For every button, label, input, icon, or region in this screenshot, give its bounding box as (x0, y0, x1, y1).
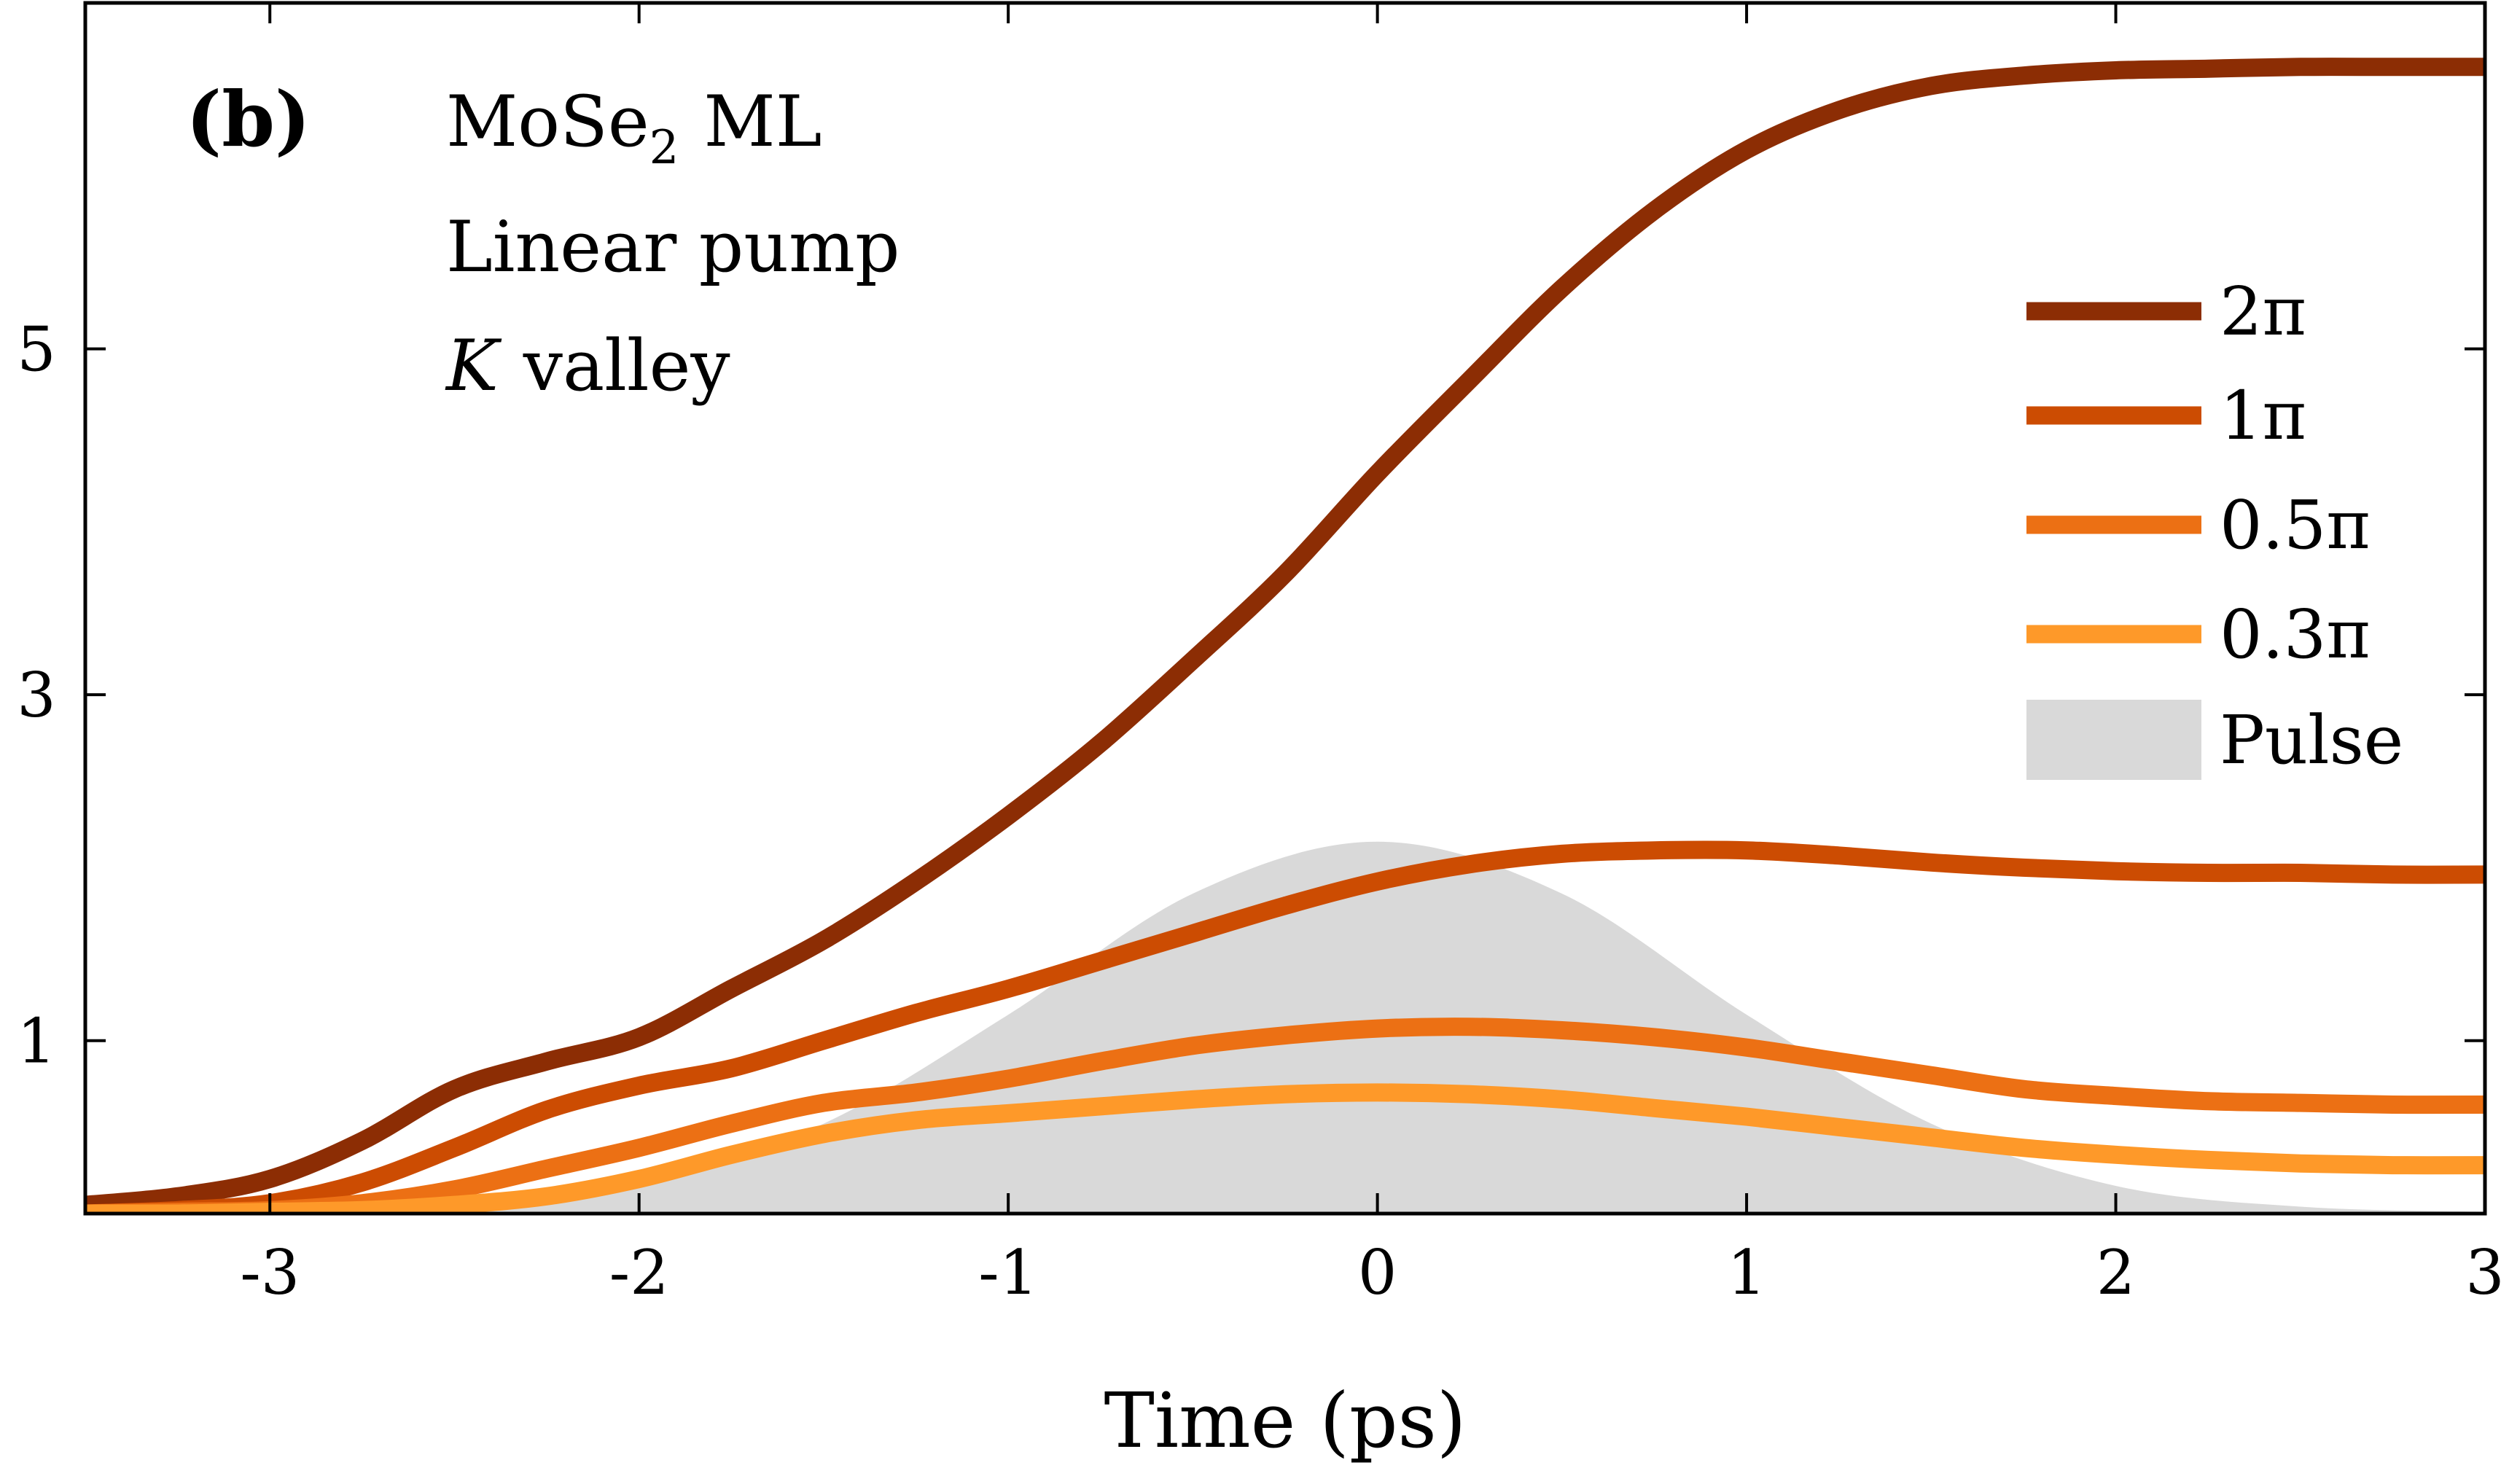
x-axis-title: Time (ps) (1104, 1376, 1467, 1465)
legend-label-0: 2π (2220, 273, 2306, 351)
annotation-valley-italic: K (445, 325, 502, 407)
x-tick-label: -3 (240, 1237, 300, 1308)
annotation-material-subscript: 2 (649, 121, 679, 175)
panel-label: (b) (186, 74, 311, 164)
legend-label-2: 0.5π (2220, 486, 2371, 564)
annotation-material: MoSe2 ML (446, 81, 822, 175)
x-tick-label: 0 (1358, 1237, 1397, 1308)
x-tick-label: -2 (609, 1237, 669, 1308)
x-tick-label: -1 (978, 1237, 1038, 1308)
annotation-pump: Linear pump (446, 206, 900, 288)
plot-frame (83, 1, 2487, 1216)
legend-label-1: 1π (2220, 377, 2306, 455)
x-tick-label: 2 (2096, 1237, 2135, 1308)
annotation-material-main: MoSe (446, 81, 649, 163)
legend-swatch-pulse (2026, 700, 2201, 780)
legend-label-pulse: Pulse (2220, 701, 2403, 779)
annotation-valley-tail: valley (523, 325, 730, 407)
y-tick-label: 3 (17, 660, 55, 731)
tick-layer: -3 -2 -1 0 1 2 3 1 3 5 (17, 3, 2501, 1308)
series-line-2 (85, 1018, 2485, 1214)
series-line-3 (85, 1083, 2485, 1214)
y-tick-label: 1 (17, 1006, 55, 1077)
series-layer (85, 58, 2485, 1214)
x-tick-label: 3 (2465, 1237, 2501, 1308)
y-tick-label: 5 (17, 314, 55, 386)
series-line-0 (85, 58, 2485, 1214)
x-tick-label: 1 (1727, 1237, 1765, 1308)
series-line-1 (85, 840, 2485, 1214)
legend: 2π 1π 0.5π 0.3π Pulse (2026, 273, 2403, 780)
annotation-material-tail: ML (703, 81, 822, 163)
legend-label-3: 0.3π (2220, 595, 2371, 673)
